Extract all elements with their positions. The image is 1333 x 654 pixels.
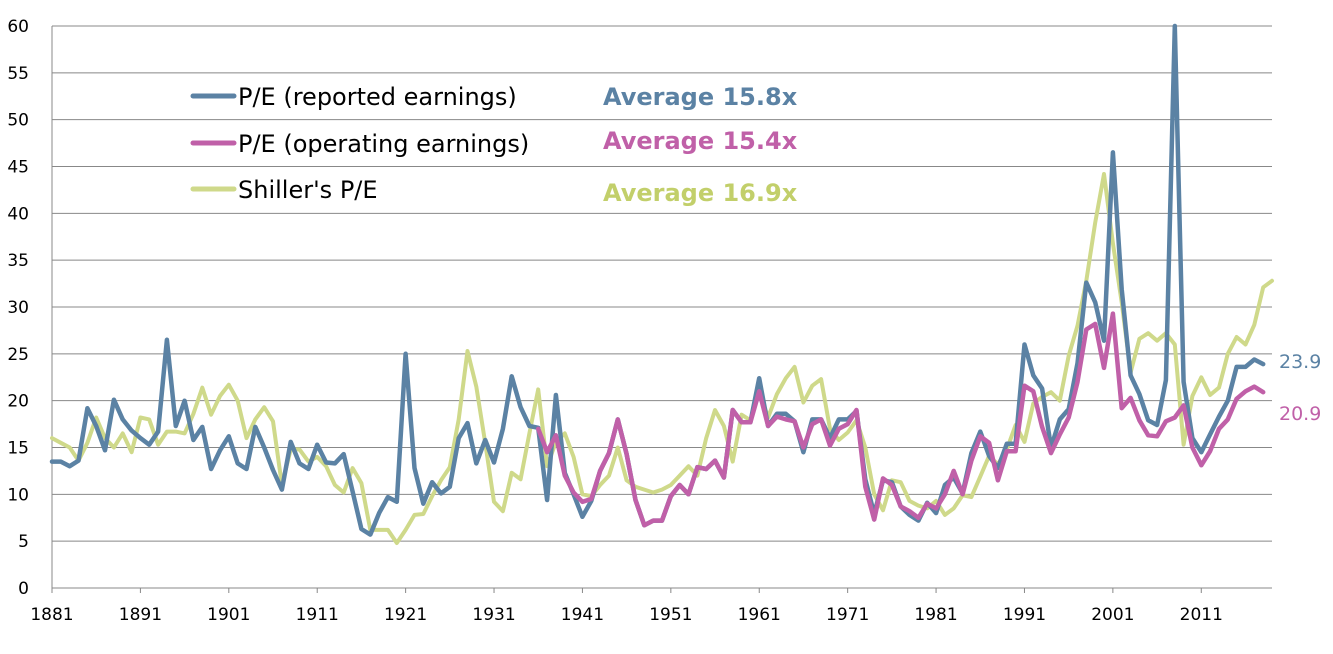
y-tick-label: 60 bbox=[7, 17, 29, 37]
x-tick-label: 1971 bbox=[826, 605, 869, 625]
legend-label-reported: P/E (reported earnings) bbox=[238, 83, 517, 111]
y-tick-label: 5 bbox=[18, 532, 29, 552]
gridlines bbox=[52, 25, 1272, 542]
x-tick-label: 1901 bbox=[207, 605, 250, 625]
legend-label-operating: P/E (operating earnings) bbox=[238, 130, 529, 158]
average-label-shiller: Average 16.9x bbox=[603, 179, 798, 207]
legend-label-shiller: Shiller's P/E bbox=[238, 176, 378, 204]
x-tick-label: 2001 bbox=[1091, 605, 1134, 625]
series-lines bbox=[49, 23, 1274, 545]
y-tick-label: 10 bbox=[7, 485, 29, 505]
series-line-operating bbox=[535, 311, 1266, 528]
x-tick-label: 1981 bbox=[914, 605, 957, 625]
x-tick-label: 2011 bbox=[1180, 605, 1223, 625]
y-tick-label: 45 bbox=[7, 158, 29, 178]
average-label-operating: Average 15.4x bbox=[603, 127, 798, 155]
y-tick-label: 25 bbox=[7, 345, 29, 365]
x-tick-label: 1951 bbox=[649, 605, 692, 625]
x-tick-label: 1911 bbox=[296, 605, 339, 625]
legend: P/E (reported earnings) Average 15.8x P/… bbox=[190, 83, 798, 207]
x-tick-label: 1881 bbox=[30, 605, 73, 625]
y-tick-label: 30 bbox=[7, 298, 29, 318]
y-tick-label: 0 bbox=[18, 579, 29, 599]
series-line-shiller bbox=[50, 172, 1274, 545]
x-tick-label: 1941 bbox=[561, 605, 604, 625]
y-tick-label: 20 bbox=[7, 392, 29, 412]
y-tick-label: 15 bbox=[7, 439, 29, 459]
end-label-reported: 23.9 bbox=[1279, 351, 1321, 373]
end-label-operating: 20.9 bbox=[1279, 403, 1321, 425]
y-tick-label: 55 bbox=[7, 64, 29, 84]
x-tick-label: 1931 bbox=[472, 605, 515, 625]
x-tick-label: 1891 bbox=[119, 605, 162, 625]
average-label-reported: Average 15.8x bbox=[603, 83, 798, 111]
x-tick-label: 1921 bbox=[384, 605, 427, 625]
y-tick-label: 50 bbox=[7, 111, 29, 131]
axes: 0 5 10 15 20 25 30 35 40 45 50 55 60 1881 1891 1901 1911… bbox=[7, 17, 1272, 625]
y-tick-label: 35 bbox=[7, 251, 29, 271]
x-tick-label: 1961 bbox=[738, 605, 781, 625]
x-tick-label: 1991 bbox=[1003, 605, 1046, 625]
y-tick-label: 40 bbox=[7, 204, 29, 224]
